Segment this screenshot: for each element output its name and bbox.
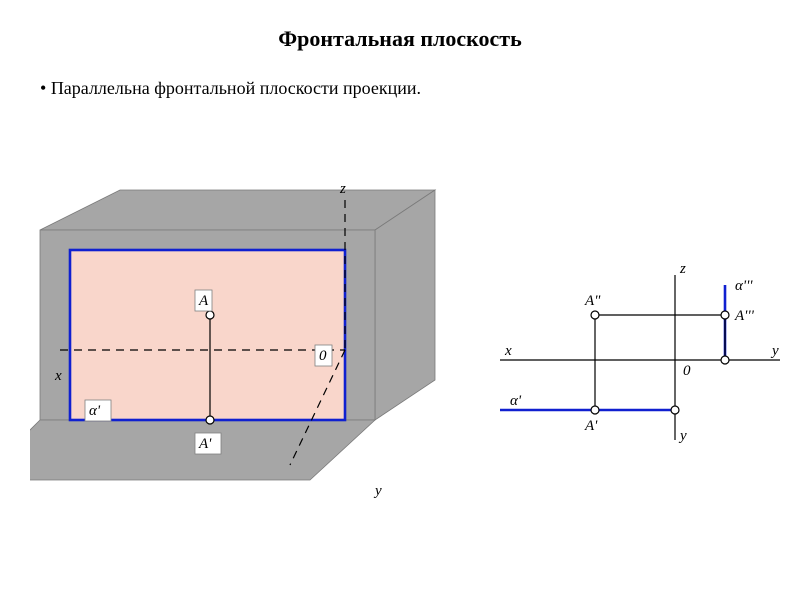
- svg-text:A': A': [584, 418, 598, 434]
- svg-text:A': A': [198, 436, 212, 452]
- svg-text:x: x: [54, 368, 62, 384]
- svg-text:y: y: [678, 428, 687, 444]
- svg-text:z: z: [679, 261, 686, 277]
- svg-text:y: y: [770, 343, 779, 359]
- svg-text:x: x: [504, 343, 512, 359]
- left-3d-diagram: z x y A A' 0 α': [30, 175, 445, 505]
- svg-text:α': α': [510, 393, 522, 409]
- svg-text:0: 0: [683, 363, 691, 379]
- bullet-text: Параллельна фронтальной плоскости проекц…: [40, 78, 421, 99]
- svg-text:y: y: [373, 483, 382, 499]
- svg-text:z: z: [339, 181, 346, 197]
- svg-text:0: 0: [319, 348, 327, 364]
- page-title: Фронтальная плоскость: [0, 26, 800, 52]
- svg-text:A: A: [198, 293, 209, 309]
- svg-text:α': α': [89, 403, 101, 419]
- svg-text:A''': A''': [734, 308, 755, 324]
- svg-text:A": A": [584, 293, 601, 309]
- right-epure-diagram: z x y y 0 α' α''' A" A''' A': [500, 235, 790, 475]
- svg-text:α''': α''': [735, 278, 753, 294]
